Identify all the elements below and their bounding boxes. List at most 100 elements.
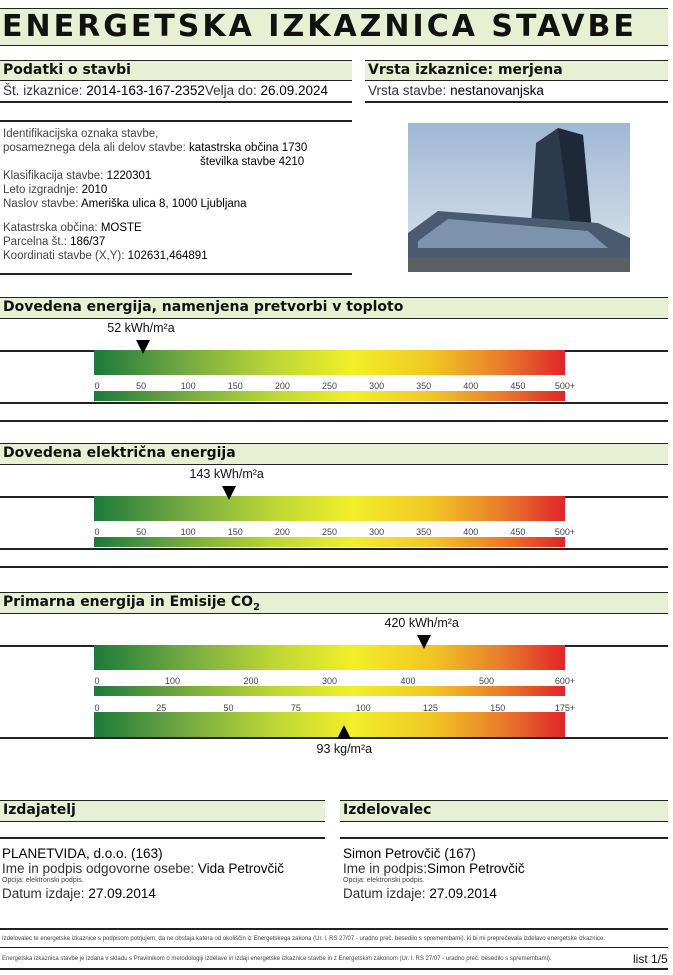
ko-value: MOSTE bbox=[100, 222, 142, 234]
value-marker-icon bbox=[416, 635, 431, 649]
tick-label: 0 bbox=[94, 527, 100, 537]
ident-label-2: posameznega dela ali delov stavbe: bbox=[3, 142, 186, 154]
section-header-issuer: Izdajatelj bbox=[0, 800, 325, 822]
section-header: Dovedena energija, namenjena pretvorbi v… bbox=[0, 297, 668, 319]
building-details: Identifikacijska oznaka stavbe, posamezn… bbox=[3, 127, 307, 263]
energy-scale-bar-secondary bbox=[94, 537, 565, 547]
valid-value: 26.09.2024 bbox=[260, 83, 329, 98]
section-title: Dovedena električna energija bbox=[3, 445, 236, 461]
subscript: 2 bbox=[253, 601, 261, 613]
tick-label: 500 bbox=[478, 676, 495, 686]
value-label: 52 kWh/m²a bbox=[107, 321, 175, 335]
tick-label: 0 bbox=[94, 381, 100, 391]
issuer-person-label: Ime in podpis odgovorne osebe: bbox=[2, 861, 195, 876]
energy-scale-bar-secondary bbox=[94, 391, 565, 401]
section-header: Primarna energija in Emisije CO2 bbox=[0, 592, 668, 614]
tick-label: 250 bbox=[321, 381, 338, 391]
co2-tick-label: 100 bbox=[355, 703, 371, 713]
maker-person: Simon Petrovčič bbox=[427, 861, 525, 876]
divider bbox=[0, 420, 668, 422]
tick-label: 350 bbox=[416, 381, 432, 391]
maker-date-label: Datum izdaje: bbox=[343, 886, 426, 901]
energy-scale-bar bbox=[94, 645, 565, 670]
tick-label: 100 bbox=[180, 381, 196, 391]
issuer-date: 27.09.2014 bbox=[88, 886, 156, 901]
divider bbox=[0, 548, 668, 550]
id-label: Št. izkaznice: bbox=[3, 83, 83, 98]
tick-label: 200 bbox=[243, 676, 259, 686]
building-type: Vrsta stavbe: nestanovanjska bbox=[368, 83, 544, 98]
ident-label: Identifikacijska oznaka stavbe, bbox=[3, 128, 159, 140]
tick-label: 100 bbox=[164, 676, 181, 686]
address-value: Ameriška ulica 8, 1000 Ljubljana bbox=[81, 198, 247, 210]
footer-legal: Energetska izkaznica stavbe je izdana v … bbox=[2, 956, 552, 962]
divider bbox=[0, 402, 668, 404]
ident-value-1: katastrska občina 1730 bbox=[189, 142, 308, 154]
class-label: Klasifikacija stavbe: bbox=[3, 170, 104, 182]
tick-label: 350 bbox=[416, 527, 432, 537]
tick-label: 100 bbox=[180, 527, 196, 537]
class-value: 1220301 bbox=[106, 170, 152, 182]
maker-name: Simon Petrovčič (167) bbox=[343, 846, 476, 861]
co2-marker-icon bbox=[337, 725, 352, 739]
co2-tick-label: 150 bbox=[490, 703, 506, 713]
tick-label: 400 bbox=[463, 527, 479, 537]
tick-label: 450 bbox=[510, 381, 526, 391]
issuer-note: Opcija: elektronski podpis. bbox=[2, 877, 84, 884]
tick-label: 400 bbox=[400, 676, 416, 686]
tick-label: 150 bbox=[227, 381, 243, 391]
energy-scale-bar-secondary bbox=[94, 686, 565, 696]
tick-label: 400 bbox=[463, 381, 479, 391]
tick-label: 450 bbox=[510, 527, 526, 537]
tick-label: 300 bbox=[369, 527, 385, 537]
value-label: 143 kWh/m²a bbox=[189, 467, 264, 481]
section-title: Primarna energija in Emisije CO bbox=[3, 594, 254, 610]
section-header-building: Podatki o stavbi bbox=[0, 60, 352, 81]
co2-tick-label: 25 bbox=[156, 703, 167, 713]
value-marker-icon bbox=[135, 340, 150, 354]
value-label: 420 kWh/m²a bbox=[384, 616, 459, 630]
maker-person-label: Ime in podpis: bbox=[343, 861, 428, 876]
value-marker-icon bbox=[221, 486, 236, 500]
tick-label: 150 bbox=[227, 527, 243, 537]
co2-tick-label: 175+ bbox=[554, 703, 576, 713]
parcel-label: Parcelna št.: bbox=[3, 236, 67, 248]
issuer-date-label: Datum izdaje: bbox=[2, 886, 85, 901]
co2-tick-label: 0 bbox=[94, 703, 100, 713]
year-label: Leto izgradnje: bbox=[3, 184, 79, 196]
building-photo bbox=[408, 123, 630, 272]
address-label: Naslov stavbe: bbox=[3, 198, 79, 210]
year-value: 2010 bbox=[81, 184, 108, 196]
co2-tick-label: 125 bbox=[422, 703, 438, 713]
coords-label: Koordinati stavbe (X,Y): bbox=[3, 250, 125, 262]
issuer-person: Vida Petrovčič bbox=[197, 861, 284, 876]
co2-tick-label: 50 bbox=[223, 703, 234, 713]
section-header-type: Vrsta izkaznice: merjena bbox=[365, 60, 668, 81]
tick-label: 50 bbox=[136, 381, 147, 391]
tick-label: 300 bbox=[321, 676, 338, 686]
energy-scale-bar bbox=[94, 350, 565, 375]
maker-date: 27.09.2014 bbox=[429, 886, 497, 901]
building-type-value: nestanovanjska bbox=[450, 83, 544, 98]
tick-label: 50 bbox=[136, 527, 147, 537]
ident-value-2: številka stavbe 4210 bbox=[200, 156, 305, 168]
tick-label: 300 bbox=[369, 381, 385, 391]
tick-label: 0 bbox=[94, 676, 100, 686]
page-title: ENERGETSKA IZKAZNICA STAVBE bbox=[0, 8, 668, 46]
co2-tick-label: 75 bbox=[290, 703, 301, 713]
energy-scale-bar bbox=[94, 496, 565, 521]
valid-label: Velja do: bbox=[204, 83, 257, 98]
section-title: Dovedena energija, namenjena pretvorbi v… bbox=[3, 299, 404, 315]
tick-label: 200 bbox=[274, 381, 290, 391]
coords-value: 102631,464891 bbox=[127, 250, 208, 262]
issuer-block: PLANETVIDA, d.o.o. (163) Ime in podpis o… bbox=[2, 846, 284, 901]
certificate-number: Št. izkaznice: 2014-163-167-2352Velja do… bbox=[3, 83, 328, 98]
ko-label: Katastrska občina: bbox=[3, 222, 98, 234]
id-value: 2014-163-167-2352 bbox=[86, 83, 205, 98]
tick-label: 600+ bbox=[554, 676, 576, 686]
maker-block: Simon Petrovčič (167) Ime in podpis:Simo… bbox=[343, 846, 525, 901]
footer-statement: Izdelovalec te energetske izkaznice s po… bbox=[2, 936, 605, 942]
section-header-maker: Izdelovalec bbox=[340, 800, 668, 822]
maker-note: Opcija: elektronski podpis. bbox=[343, 877, 425, 884]
tick-label: 500+ bbox=[554, 527, 576, 537]
